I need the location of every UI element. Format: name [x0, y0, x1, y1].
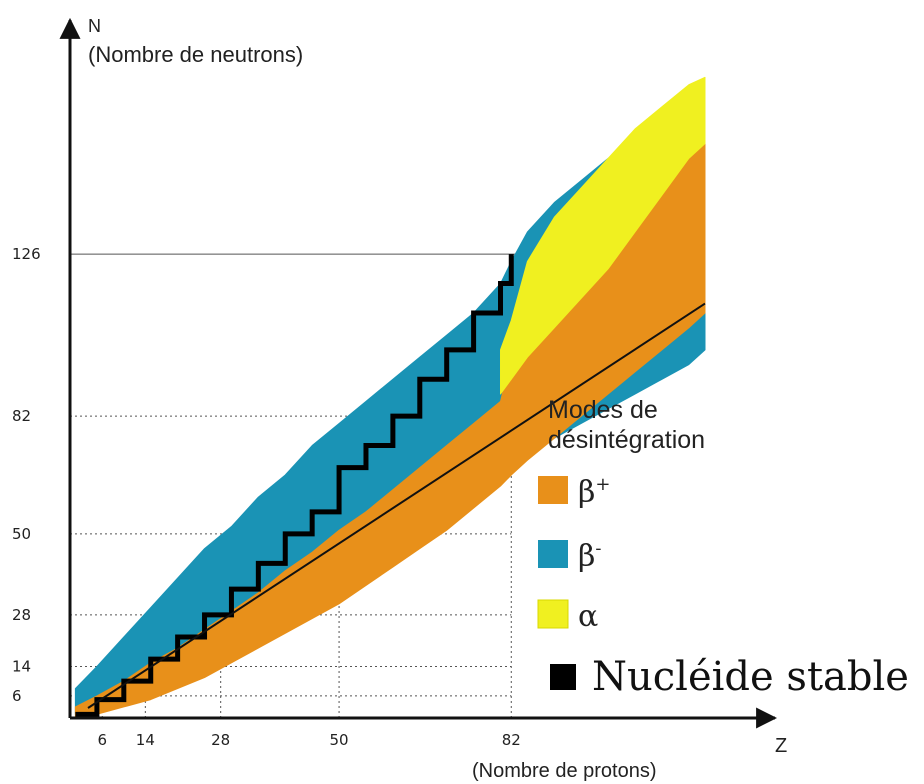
- x-tick-label-82: 82: [502, 731, 521, 749]
- x-axis-letter: Z: [775, 735, 787, 757]
- legend: Modes de désintégration β+ β- α Nucléide…: [537, 396, 909, 700]
- y-tick-label-82: 82: [12, 407, 31, 425]
- legend-label-stable: Nucléide stable: [592, 654, 909, 700]
- x-tick-label-50: 50: [330, 731, 349, 749]
- legend-title-line2: désintégration: [548, 426, 705, 454]
- legend-label-alpha: α: [578, 599, 598, 634]
- x-tick-label-14: 14: [136, 731, 155, 749]
- legend-swatch-beta-minus: [538, 540, 568, 568]
- region-alpha: [500, 76, 706, 395]
- y-tick-label-50: 50: [12, 525, 31, 543]
- reference-line-n-equals-z: [87, 302, 706, 709]
- legend-title-line1: Modes de: [548, 396, 658, 424]
- legend-label-beta-minus: β-: [578, 538, 601, 574]
- y-axis-title: (Nombre de neutrons): [88, 42, 303, 67]
- y-axis-letter: N: [88, 16, 101, 36]
- y-tick-label-6: 6: [12, 687, 22, 705]
- y-tick-label-14: 14: [12, 657, 31, 675]
- y-tick-label-28: 28: [12, 606, 31, 624]
- legend-swatch-alpha: [537, 599, 569, 629]
- reference-line-layer: [87, 302, 706, 709]
- y-tick-labels: 6 14 28 50 82 126: [12, 245, 41, 705]
- legend-swatch-stable: [550, 664, 576, 690]
- decay-regions: [74, 76, 706, 719]
- region-beta-plus: [74, 135, 706, 719]
- legend-swatch-beta-plus: [538, 476, 568, 504]
- legend-label-beta-plus: β+: [578, 474, 610, 510]
- x-tick-label-28: 28: [211, 731, 230, 749]
- y-tick-label-126: 126: [12, 245, 41, 263]
- x-axis-title: (Nombre de protons): [472, 760, 657, 782]
- x-tick-labels: 6 14 28 50 82: [98, 731, 521, 749]
- x-tick-label-6: 6: [98, 731, 108, 749]
